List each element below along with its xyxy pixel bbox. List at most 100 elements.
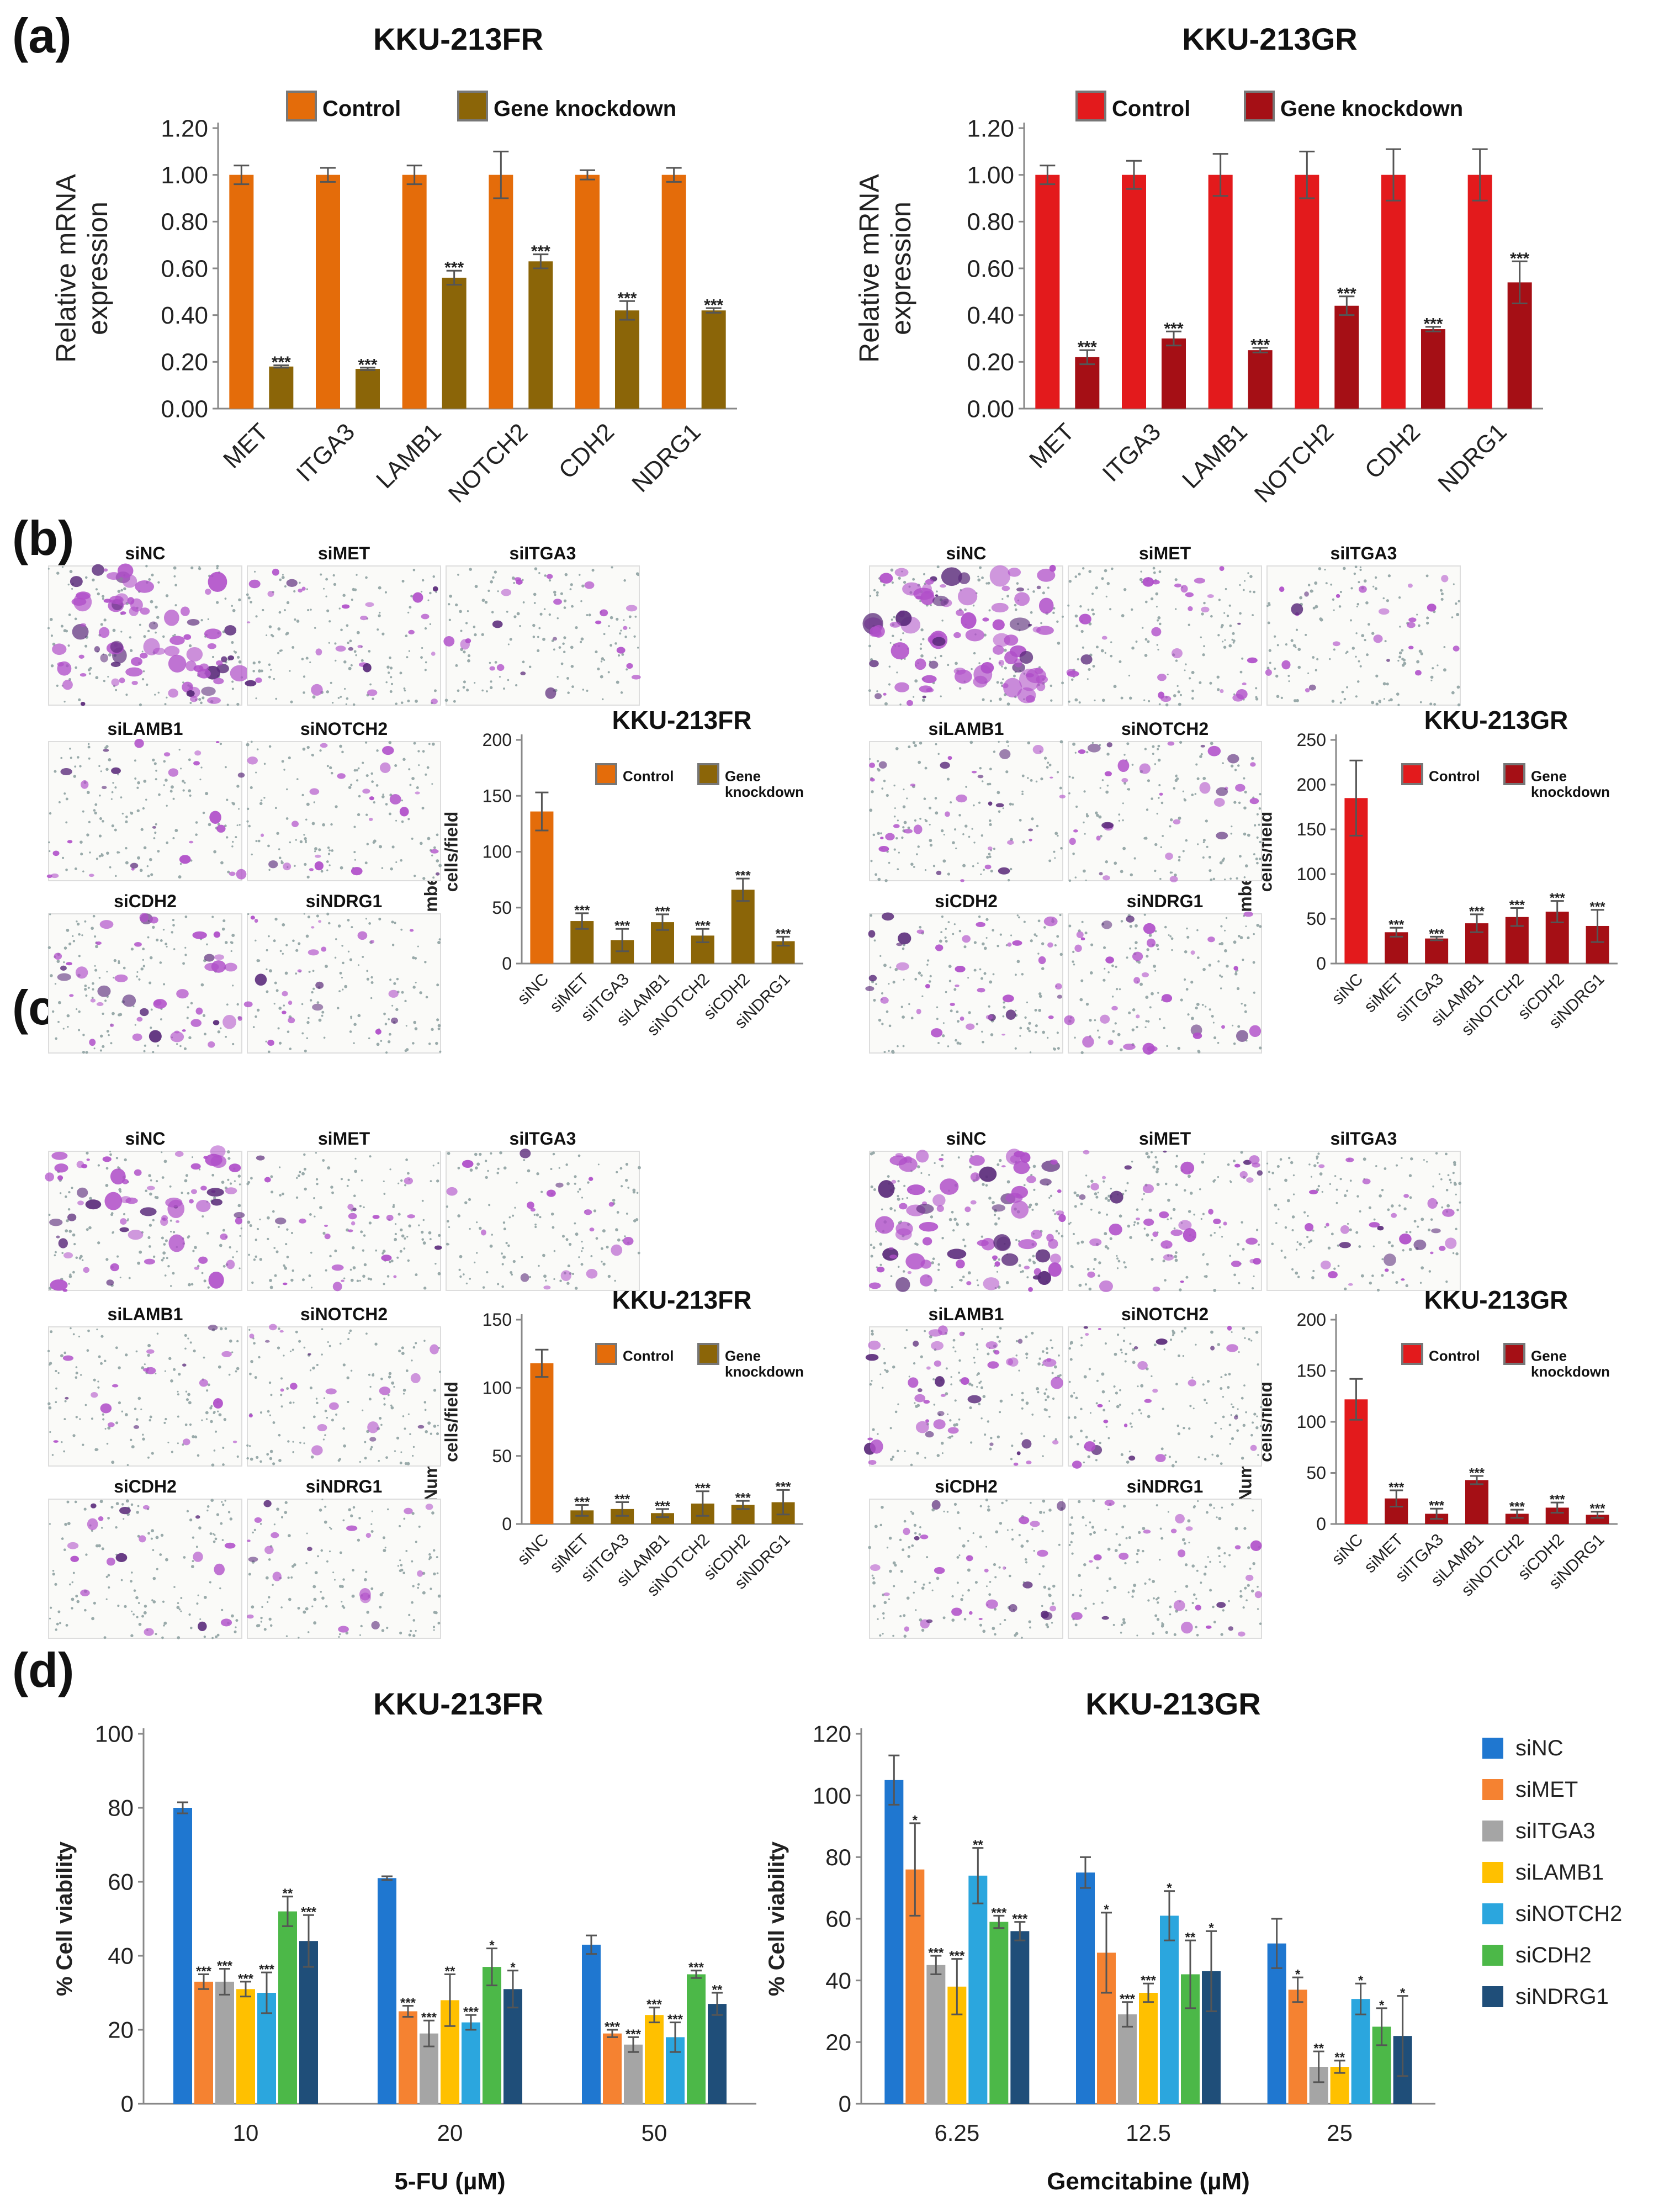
stained-cell — [216, 664, 229, 674]
bar — [399, 2011, 417, 2104]
membrane-pore — [368, 650, 371, 653]
membrane-pore — [78, 933, 81, 936]
membrane-pore — [1080, 1051, 1084, 1055]
membrane-pore — [1054, 944, 1057, 947]
stained-cell — [1163, 1150, 1167, 1153]
membrane-pore — [304, 837, 307, 840]
membrane-pore — [110, 798, 113, 800]
membrane-pore — [1201, 612, 1204, 616]
membrane-pore — [431, 1511, 434, 1515]
membrane-pore — [1135, 941, 1138, 944]
membrane-pore — [401, 1234, 405, 1238]
stained-cell — [208, 1041, 215, 1048]
significance-label: *** — [238, 1971, 254, 1986]
membrane-pore — [1175, 1251, 1178, 1254]
stained-cell — [870, 626, 881, 637]
membrane-pore — [469, 1168, 473, 1172]
membrane-pore — [101, 595, 105, 598]
membrane-pore — [1088, 570, 1091, 573]
membrane-pore — [1154, 1156, 1157, 1159]
stained-cell — [216, 741, 220, 743]
membrane-pore — [151, 573, 154, 576]
membrane-pore — [564, 573, 568, 576]
membrane-pore — [314, 627, 316, 629]
membrane-pore — [914, 977, 918, 981]
membrane-pore — [1187, 1013, 1190, 1016]
membrane-pore — [609, 616, 613, 620]
stained-cell — [1143, 1218, 1154, 1226]
membrane-pore — [953, 1218, 957, 1221]
membrane-pore — [489, 1244, 493, 1248]
significance-label: * — [1167, 1881, 1172, 1896]
membrane-pore — [574, 1287, 578, 1290]
stained-cell — [1407, 622, 1416, 628]
membrane-pore — [150, 1026, 152, 1029]
membrane-pore — [574, 1175, 577, 1178]
membrane-pore — [464, 1201, 468, 1204]
membrane-pore — [234, 1180, 236, 1182]
membrane-pore — [149, 1192, 152, 1196]
membrane-pore — [989, 768, 992, 771]
membrane-pore — [388, 1372, 392, 1375]
membrane-pore — [1197, 1050, 1200, 1053]
membrane-pore — [236, 1367, 240, 1370]
membrane-pore — [1237, 1025, 1241, 1028]
membrane-pore — [229, 1339, 232, 1343]
membrane-pore — [1374, 576, 1377, 579]
membrane-pore — [1363, 579, 1367, 583]
membrane-pore — [149, 981, 152, 985]
membrane-pore — [617, 654, 621, 657]
membrane-pore — [319, 749, 322, 752]
stained-cell — [208, 1271, 224, 1289]
membrane-pore — [390, 682, 394, 685]
membrane-pore — [295, 972, 298, 975]
membrane-pore — [902, 632, 904, 634]
membrane-pore — [980, 834, 983, 837]
membrane-pore — [597, 1163, 600, 1166]
membrane-pore — [214, 1537, 218, 1541]
stained-cell — [1054, 983, 1062, 990]
stained-cell — [248, 579, 261, 589]
stained-cell — [267, 1039, 274, 1046]
membrane-pore — [414, 875, 416, 877]
membrane-pore — [888, 983, 890, 985]
y-tick-label: 150 — [1297, 1361, 1326, 1381]
membrane-pore — [934, 1162, 936, 1165]
membrane-pore — [316, 1401, 319, 1404]
membrane-pore — [1057, 834, 1059, 837]
bar — [1465, 1480, 1488, 1524]
membrane-pore — [903, 1184, 906, 1187]
membrane-pore — [1099, 834, 1103, 838]
bar — [1288, 1989, 1307, 2104]
membrane-pore — [1021, 790, 1024, 793]
chart-c_fr: 050100150Number of invadedcells/fieldKKU… — [421, 1285, 803, 1600]
membrane-pore — [121, 812, 124, 815]
membrane-pore — [305, 657, 309, 660]
membrane-pore — [213, 1197, 216, 1200]
membrane-pore — [383, 1180, 385, 1182]
membrane-pore — [282, 1192, 284, 1195]
stained-cell — [194, 1266, 199, 1270]
stained-cell — [128, 1230, 144, 1240]
stained-cell — [308, 949, 319, 956]
membrane-pore — [211, 1463, 215, 1467]
membrane-pore — [226, 836, 229, 839]
membrane-pore — [370, 772, 373, 775]
membrane-pore — [1419, 1282, 1422, 1284]
membrane-pore — [47, 1350, 50, 1352]
stained-cell — [89, 1039, 96, 1046]
membrane-pore — [1449, 1178, 1451, 1181]
stained-cell — [79, 673, 87, 677]
stained-cell — [608, 1202, 614, 1207]
stained-cell — [351, 867, 363, 876]
membrane-pore — [155, 1373, 157, 1375]
membrane-pore — [418, 1224, 420, 1226]
stained-cell — [936, 1205, 944, 1212]
membrane-pore — [1258, 823, 1260, 826]
membrane-pore — [274, 981, 277, 985]
stained-cell — [382, 745, 394, 755]
membrane-pore — [1121, 614, 1125, 617]
membrane-pore — [410, 595, 413, 597]
stained-cell — [446, 1187, 458, 1196]
stained-cell — [87, 1518, 98, 1531]
